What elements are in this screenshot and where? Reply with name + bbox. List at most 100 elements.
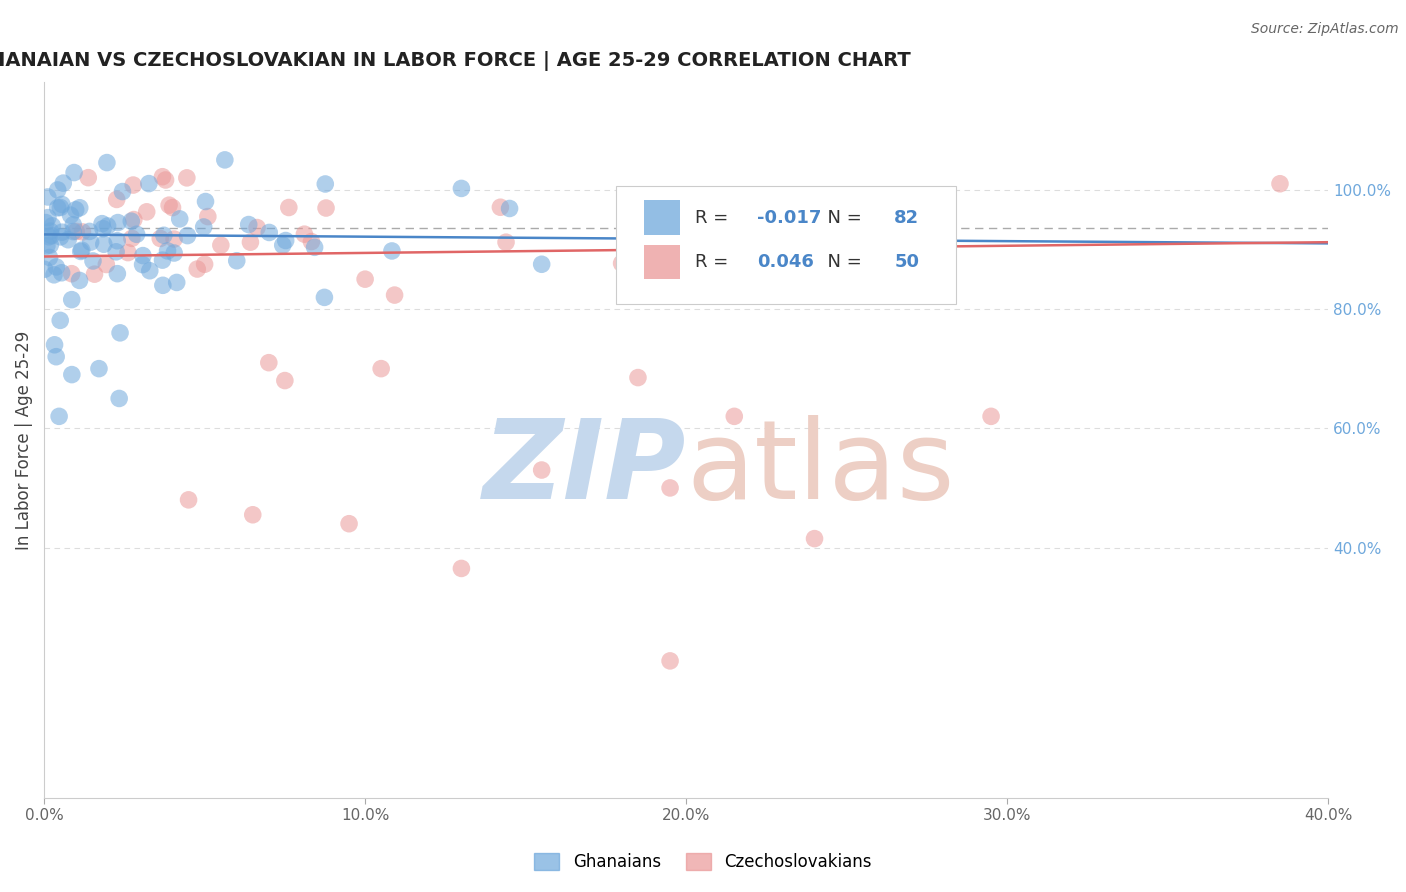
Point [51, 266, 73, 280]
Point [45, 350, 67, 364]
Point [65, 202, 87, 217]
Point [108, 326, 131, 340]
Point [69, 201, 91, 215]
Point [44, 338, 66, 352]
Point [42, 268, 65, 282]
Point [69, 244, 91, 259]
Point [82, 254, 104, 268]
Point [723, 212, 745, 227]
Point [274, 234, 297, 248]
Point [65, 224, 87, 238]
Point [117, 245, 139, 260]
Point [450, 561, 472, 575]
Point [530, 463, 553, 477]
Point [41, 228, 63, 243]
Point [153, 228, 176, 243]
Text: Source: ZipAtlas.com: Source: ZipAtlas.com [1251, 22, 1399, 37]
Point [70, 243, 93, 257]
Text: 50: 50 [894, 253, 920, 271]
Point [105, 267, 128, 281]
Point [48, 409, 70, 424]
Text: N =: N = [815, 209, 868, 227]
Point [69, 273, 91, 287]
Point [337, 516, 360, 531]
Point [60, 368, 83, 382]
Point [152, 169, 174, 184]
Point [132, 249, 155, 263]
Point [91, 217, 114, 231]
Point [980, 409, 1002, 424]
FancyBboxPatch shape [644, 201, 679, 235]
Point [39, 224, 62, 238]
Point [79, 235, 101, 249]
Point [35, 216, 58, 230]
Point [97, 219, 120, 233]
Point [51, 197, 73, 211]
Point [59, 208, 82, 222]
Point [63, 165, 86, 179]
Point [34, 262, 56, 277]
Point [354, 272, 377, 286]
Point [271, 238, 294, 252]
Point [120, 214, 142, 228]
Point [277, 201, 299, 215]
Point [723, 409, 745, 424]
Point [46, 183, 69, 197]
Point [72, 225, 94, 239]
Point [91, 221, 114, 235]
Point [450, 181, 472, 195]
Point [38, 251, 60, 265]
Point [121, 231, 143, 245]
Point [107, 216, 129, 230]
Point [56, 233, 79, 247]
Point [152, 278, 174, 293]
Point [155, 173, 177, 187]
Point [292, 227, 315, 242]
Point [96, 258, 118, 272]
Point [193, 219, 215, 234]
Point [51, 225, 73, 239]
Point [314, 290, 336, 304]
Point [37, 190, 59, 204]
Text: 82: 82 [894, 209, 920, 227]
Point [274, 374, 297, 388]
Point [176, 170, 198, 185]
Text: R =: R = [695, 209, 734, 227]
Point [62, 225, 84, 239]
Point [39, 238, 62, 252]
Point [166, 276, 188, 290]
Point [238, 218, 260, 232]
Text: GHANAIAN VS CZECHOSLOVAKIAN IN LABOR FORCE | AGE 25-29 CORRELATION CHART: GHANAIAN VS CZECHOSLOVAKIAN IN LABOR FOR… [0, 51, 911, 70]
Point [35, 238, 58, 252]
Point [152, 253, 174, 268]
Point [83, 267, 105, 281]
Point [225, 253, 247, 268]
Point [156, 244, 179, 258]
Point [87, 361, 110, 376]
Point [257, 226, 280, 240]
Point [197, 210, 219, 224]
Text: -0.017: -0.017 [756, 209, 821, 227]
Point [163, 246, 186, 260]
Point [169, 211, 191, 226]
Point [489, 200, 512, 214]
Point [384, 288, 406, 302]
Text: N =: N = [815, 253, 868, 271]
Point [49, 230, 72, 244]
Point [93, 237, 115, 252]
Point [214, 153, 236, 167]
Point [370, 361, 392, 376]
Point [138, 177, 160, 191]
Point [122, 212, 145, 227]
Point [41, 219, 63, 233]
Point [139, 264, 162, 278]
Point [111, 185, 134, 199]
FancyBboxPatch shape [644, 244, 679, 279]
Point [62, 218, 84, 232]
Point [79, 224, 101, 238]
Point [301, 235, 323, 249]
Point [125, 227, 148, 242]
Point [52, 176, 75, 190]
Point [304, 240, 326, 254]
Point [659, 481, 682, 495]
